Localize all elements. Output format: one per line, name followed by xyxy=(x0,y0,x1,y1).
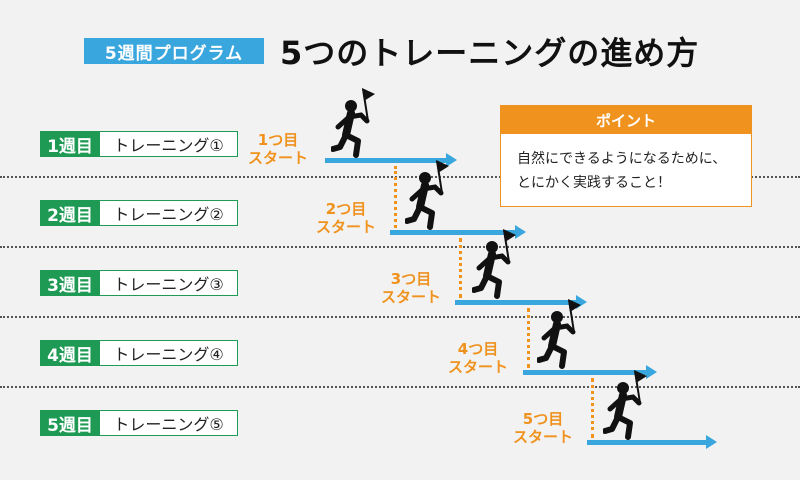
row-divider xyxy=(0,176,800,178)
week-row-5: 5週目 トレーニング⑤ xyxy=(40,410,238,436)
point-body: 自然にできるようになるために、 とにかく実践すること！ xyxy=(517,151,727,191)
row-divider xyxy=(0,386,800,388)
runner-with-flag-icon xyxy=(472,229,516,299)
training-name: トレーニング⑤ xyxy=(100,410,238,436)
point-box: ポイント 自然にできるようになるために、 とにかく実践すること！ xyxy=(500,105,752,207)
start-label-4: 4つ目 スタート xyxy=(447,340,508,376)
start-label-2: 2つ目 スタート xyxy=(315,200,376,236)
connector-dots xyxy=(459,238,462,298)
row-divider xyxy=(0,316,800,318)
week-number: 2週目 xyxy=(40,200,100,226)
week-row-3: 3週目 トレーニング③ xyxy=(40,270,238,296)
runner-with-flag-icon xyxy=(603,370,647,440)
training-name: トレーニング② xyxy=(100,200,238,226)
training-name: トレーニング③ xyxy=(100,270,238,296)
week-row-1: 1週目 トレーニング① xyxy=(40,131,238,157)
point-heading: ポイント xyxy=(501,106,751,134)
week-number: 4週目 xyxy=(40,340,100,366)
start-label-5: 5つ目 スタート xyxy=(512,410,573,446)
runner-with-flag-icon xyxy=(405,160,449,230)
start-label-1: 1つ目 スタート xyxy=(247,131,308,167)
row-divider xyxy=(0,246,800,248)
connector-dots xyxy=(527,308,530,368)
week-number: 5週目 xyxy=(40,410,100,436)
arrow-right-icon xyxy=(587,435,717,449)
start-label-3: 3つ目 スタート xyxy=(380,270,441,306)
page-title: 5つのトレーニングの進め方 xyxy=(280,34,700,72)
week-number: 1週目 xyxy=(40,131,100,157)
arrow-right-icon xyxy=(523,365,657,379)
runner-with-flag-icon xyxy=(331,88,375,158)
connector-dots xyxy=(591,378,594,438)
program-badge: 5週間プログラム xyxy=(84,38,264,64)
arrow-right-icon xyxy=(455,295,587,309)
connector-dots xyxy=(394,166,397,228)
week-number: 3週目 xyxy=(40,270,100,296)
week-row-2: 2週目 トレーニング② xyxy=(40,200,238,226)
arrow-right-icon xyxy=(390,225,526,239)
arrow-right-icon xyxy=(325,153,457,167)
training-name: トレーニング④ xyxy=(100,340,238,366)
training-name: トレーニング① xyxy=(100,131,238,157)
runner-with-flag-icon xyxy=(537,299,581,369)
week-row-4: 4週目 トレーニング④ xyxy=(40,340,238,366)
